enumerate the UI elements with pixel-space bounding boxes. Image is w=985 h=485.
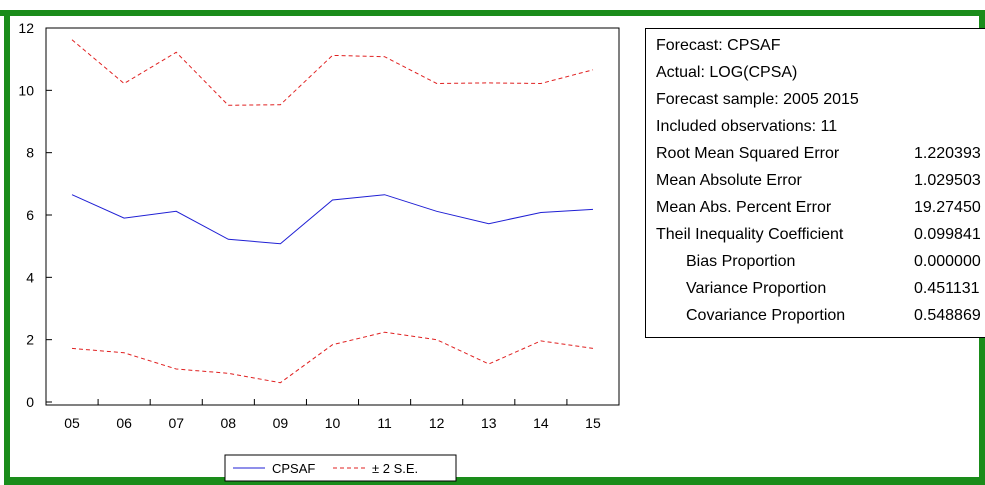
- stat-value: 0.099841: [914, 226, 981, 243]
- x-tick-label: 06: [116, 415, 132, 431]
- stats-header-text: Included observations: 11: [656, 118, 838, 135]
- stats-header-text: Forecast: CPSAF: [656, 37, 781, 54]
- x-tick-label: 15: [585, 415, 601, 431]
- x-tick-label: 12: [429, 415, 445, 431]
- x-tick-label: 07: [168, 415, 184, 431]
- stat-label: Mean Absolute Error: [656, 172, 802, 189]
- stat-value: 19.27450: [914, 199, 981, 216]
- x-tick-label: 14: [533, 415, 549, 431]
- y-tick-label: 8: [26, 145, 34, 161]
- series-layer: [71, 39, 594, 384]
- stat-value: 0.000000: [914, 253, 981, 270]
- stat-value: 0.548869: [914, 307, 981, 324]
- legend-label-se: ± 2 S.E.: [372, 461, 418, 476]
- stats-header-observations: Included observations: 11: [656, 118, 837, 136]
- stats-header-text: Actual: LOG(CPSA): [656, 64, 798, 81]
- frame-left-border: [4, 10, 10, 485]
- stats-header-forecast: Forecast: CPSAF: [656, 37, 780, 55]
- y-tick-label: 2: [26, 332, 34, 348]
- stat-label: Mean Abs. Percent Error: [656, 199, 832, 216]
- stat-label: Covariance Proportion: [686, 307, 846, 324]
- stat-label: Theil Inequality Coefficient: [656, 226, 844, 243]
- x-tick-label: 05: [64, 415, 80, 431]
- stats-header-sample: Forecast sample: 2005 2015: [656, 91, 859, 109]
- series-line-lower-se: [71, 331, 594, 384]
- y-tick-label: 0: [26, 394, 34, 410]
- stat-label: Bias Proportion: [686, 253, 796, 270]
- stats-header-text: Forecast sample: 2005 2015: [656, 91, 859, 108]
- stat-value: 1.220393: [914, 145, 981, 162]
- stat-value: 0.451131: [914, 280, 980, 297]
- frame-bottom-border: [4, 477, 985, 485]
- x-tick-label: 10: [325, 415, 341, 431]
- y-axis: 0 2 4 6 8 10 12: [18, 20, 52, 410]
- forecast-statistics-box: Forecast: CPSAF Actual: LOG(CPSA) Foreca…: [645, 28, 985, 338]
- stats-header-actual: Actual: LOG(CPSA): [656, 64, 797, 82]
- y-tick-label: 6: [26, 207, 34, 223]
- y-tick-label: 4: [26, 269, 34, 285]
- y-tick-label: 10: [18, 82, 34, 98]
- series-line-upper-se: [71, 39, 594, 106]
- stat-value: 1.029503: [914, 172, 981, 189]
- legend-label-cpsaf: CPSAF: [272, 461, 315, 476]
- series-line-cpsaf: [71, 194, 594, 245]
- x-tick-label: 09: [273, 415, 289, 431]
- legend: CPSAF ± 2 S.E.: [224, 454, 457, 482]
- x-tick-label: 11: [377, 415, 392, 431]
- stat-label: Variance Proportion: [686, 280, 827, 297]
- stat-label: Root Mean Squared Error: [656, 145, 840, 162]
- plot-area: [45, 27, 620, 406]
- frame-top-border: [0, 10, 985, 16]
- x-tick-label: 08: [221, 415, 237, 431]
- x-tick-label: 13: [481, 415, 497, 431]
- x-axis: 05 06 07 08 09 10 11 12 13 14 15: [64, 399, 601, 431]
- y-tick-label: 12: [18, 20, 34, 36]
